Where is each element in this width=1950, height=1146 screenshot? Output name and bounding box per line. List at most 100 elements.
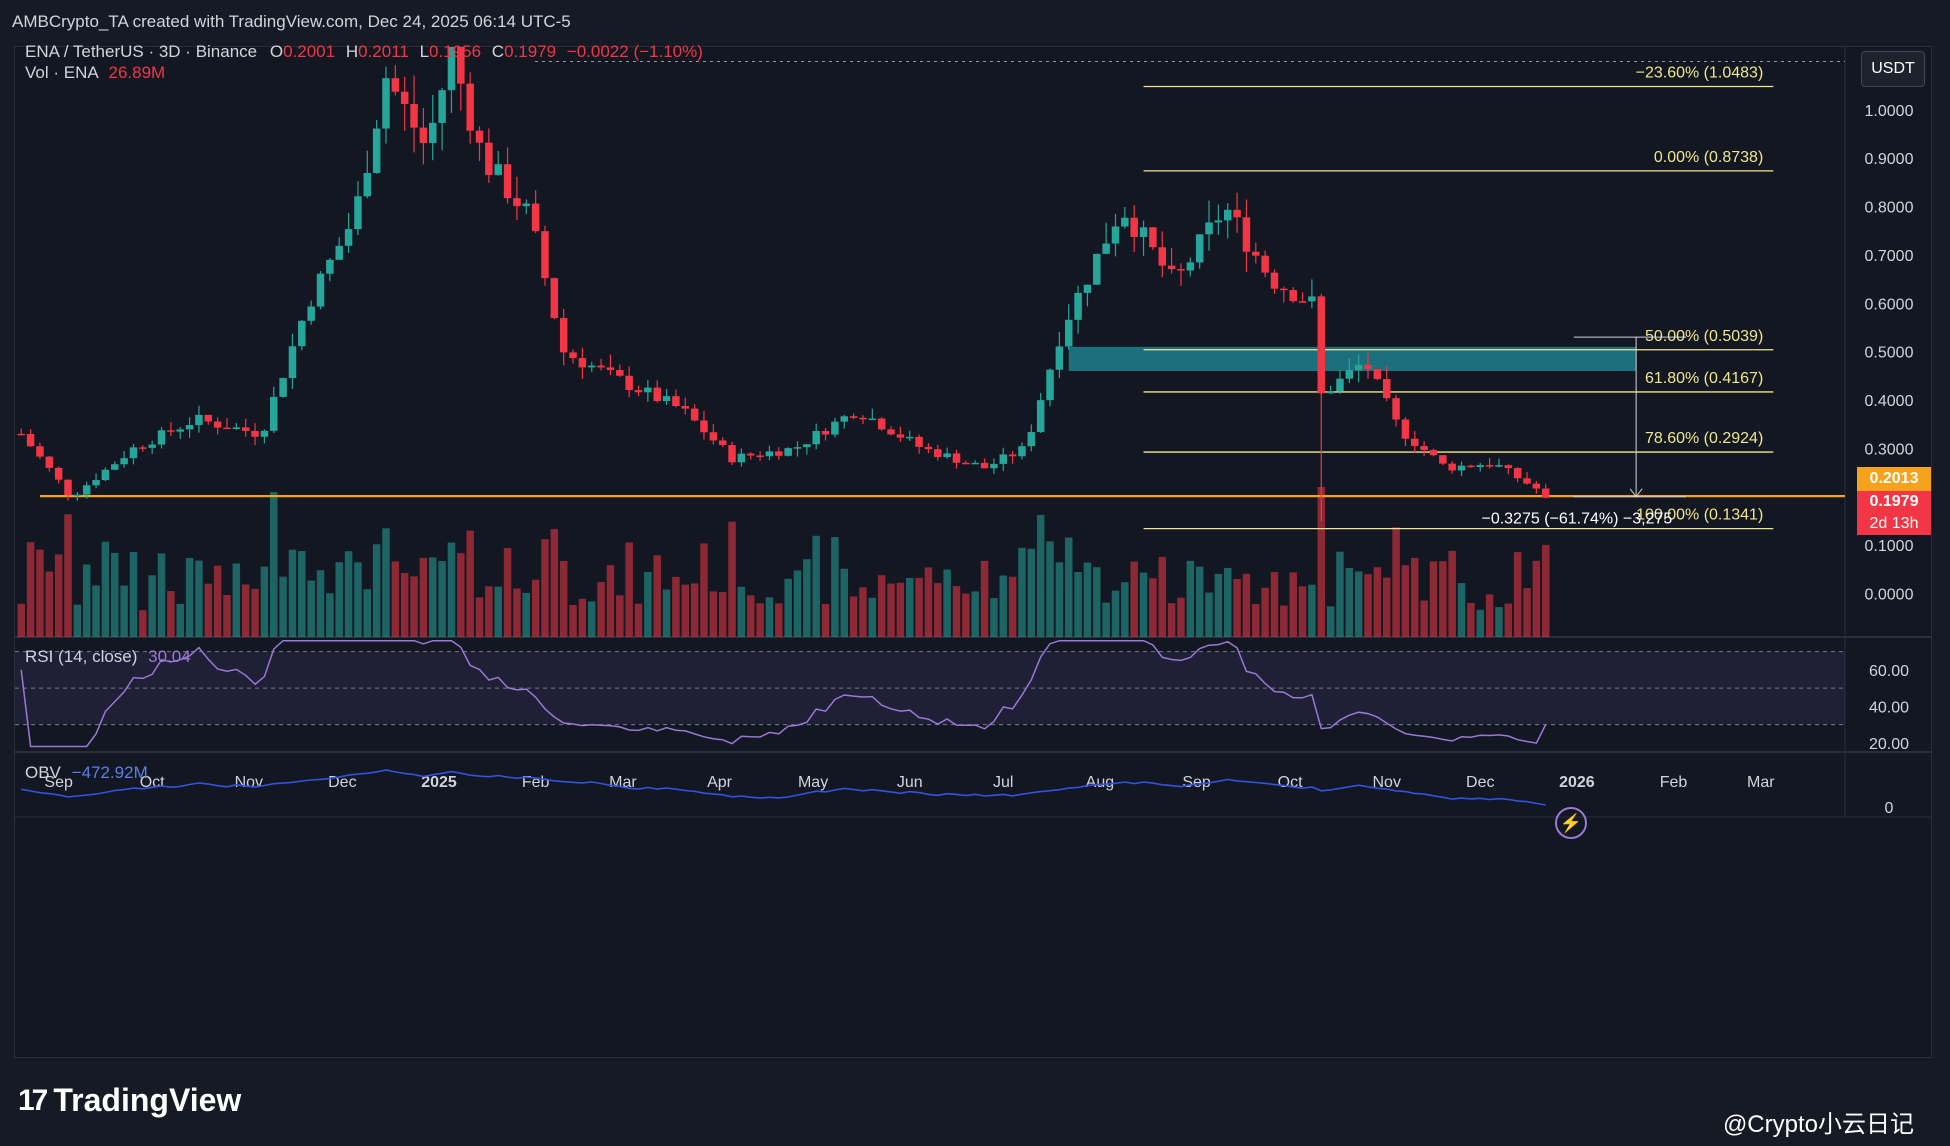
volume-bar [82,564,91,637]
volume-legend: Vol · ENA 26.89M [25,64,165,82]
volume-bar [1392,527,1400,637]
candle-body [606,367,615,370]
candle-body [1532,483,1541,489]
candle-body [756,455,764,458]
candle-body [541,231,549,279]
tradingview-logo-text: TradingView [53,1082,242,1118]
candle-body [1186,262,1195,271]
candle-body [73,494,82,497]
last-price-tag: 0.1979 [1857,491,1931,513]
candle-body [45,456,54,468]
volume-bar [251,588,259,637]
candle-body [64,479,72,496]
volume-bar [457,553,465,637]
candle-body [793,447,802,449]
volume-bar [1420,600,1428,637]
volume-bar [700,543,708,637]
candle-body [167,430,175,432]
candle-body [438,90,446,123]
candle-body [1083,284,1092,293]
candle-body [1055,346,1064,370]
candle-body [1336,378,1344,392]
volume-bar [1513,552,1522,637]
obv-legend: OBV −472.92M [25,763,148,783]
volume-bar [896,582,905,637]
volume-bar [1195,566,1204,637]
candle-body [840,416,849,422]
candle-body [1373,369,1382,380]
candle-body [419,127,428,144]
volume-bar [1111,590,1120,637]
candle-body [1485,465,1494,467]
candle-body [616,369,624,376]
volume-bar [111,552,119,637]
watermark: @Crypto小云日记 [1722,1111,1914,1138]
fib-level-label: 0.00% (0.8738) [1654,149,1763,166]
price-chart-svg[interactable]: 1.0000 0.9000 0.8000 0.7000 0.6000 0.5000 0.40… [15,47,1931,1057]
volume-bar [709,591,718,637]
volume-bar [1167,603,1176,637]
volume-bar [1252,604,1260,637]
candle-body [447,47,456,91]
currency-button[interactable]: USDT [1861,51,1925,87]
time-axis-tick: Jun [897,774,923,791]
candle-body [129,447,138,459]
lightning-icon[interactable]: ⚡ [1555,807,1587,839]
volume-bar [859,587,867,637]
volume-bar [634,603,643,637]
obv-label: OBV [25,763,61,782]
volume-bar [204,583,213,637]
volume-bar [1083,562,1092,637]
volume-bar [157,553,166,637]
candle-body [1242,217,1251,252]
candle-body [690,408,699,421]
candle-body [915,436,923,447]
volume-bar [1289,572,1297,637]
volume-bar [887,583,895,637]
fib-level-label: 61.80% (0.4167) [1645,370,1763,387]
volume-bar [1317,487,1325,637]
volume-bar [821,604,830,637]
volume-bar [1298,586,1307,637]
symbol-legend: ENA / TetherUS · 3D · Binance O0.2001 H0… [25,42,703,61]
rsi-label: RSI (14, close) [25,647,138,666]
candle-body [232,427,241,430]
candle-body [120,458,128,465]
candle-body [92,480,100,486]
fib-level-label: 100.00% (0.1341) [1636,507,1763,524]
candle-body [288,346,297,379]
time-axis-tick: May [798,774,828,791]
volume-bar [1345,567,1354,637]
volume-bar [1186,560,1195,637]
candle-body [279,378,287,397]
candle-body [241,427,250,431]
volume-bar [747,595,755,637]
volume-bar [1308,584,1316,637]
volume-bar [550,529,559,637]
candle-body [298,320,306,347]
candle-body [821,430,830,435]
candle-body [934,449,942,458]
volume-bar [270,491,278,637]
volume-bar [924,567,933,637]
volume-bar [905,577,914,637]
candle-body [82,485,91,495]
volume-bar [625,542,633,637]
volume-bar [354,562,362,637]
chart-panel[interactable]: 1.0000 0.9000 0.8000 0.7000 0.6000 0.5000 0.40… [14,42,1932,1058]
candle-body [980,462,989,469]
candle-body [924,446,933,450]
tradingview-logo[interactable]: 17 TradingView [18,1082,241,1119]
volume-bar [391,561,400,637]
candle-body [896,434,905,438]
candle-body [410,104,418,128]
volume-bar [616,595,624,637]
volume-bar [812,535,820,637]
candle-body [588,365,596,368]
fib-level-label: 78.60% (0.2924) [1645,430,1763,447]
volume-bar [1354,571,1363,637]
volume-bar [990,598,998,637]
candle-body [185,425,194,430]
volume-bar [849,596,858,637]
low-value: 0.1956 [429,42,482,61]
